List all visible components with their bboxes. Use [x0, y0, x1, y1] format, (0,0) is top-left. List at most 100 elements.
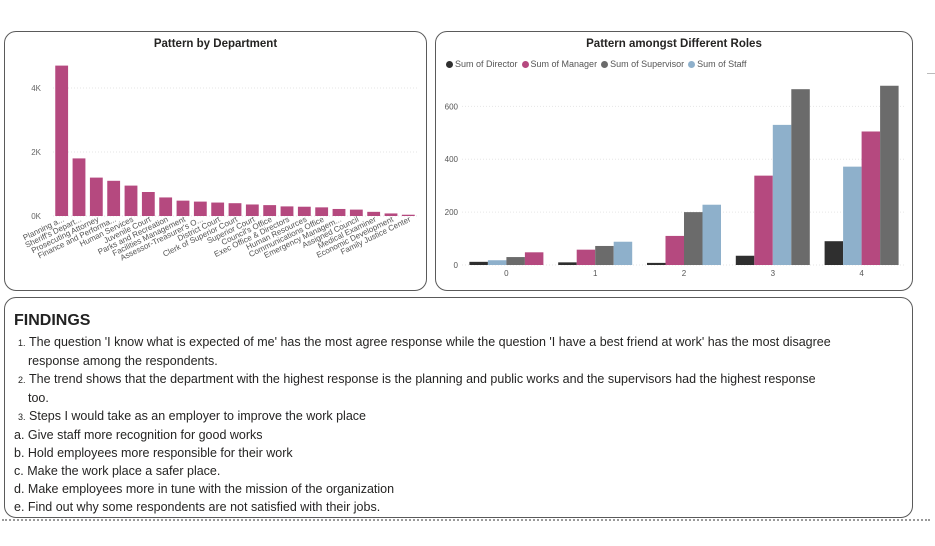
- dept-bar: [332, 208, 346, 216]
- dept-bar: [141, 192, 155, 216]
- finding-marker: a.: [14, 428, 28, 442]
- roles-bar: [735, 255, 755, 265]
- roles-bar: [843, 166, 862, 265]
- roles-bar: [469, 261, 488, 265]
- finding-text: The question 'I know what is expected of…: [29, 335, 831, 349]
- legend-item[interactable]: Sum of Director: [446, 59, 518, 69]
- finding-marker: c.: [14, 464, 28, 478]
- roles-x-tick-label: 0: [504, 269, 509, 278]
- finding-item: c. Make the work place a safer place.: [14, 462, 904, 480]
- roles-bar: [754, 175, 773, 265]
- legend-dot-icon: [521, 60, 529, 68]
- roles-chart-svg: 0 200 400 600 0 1 2 3 4: [445, 85, 906, 278]
- roles-y-tick-label: 200: [445, 208, 459, 217]
- roles-bar: [684, 212, 703, 265]
- dept-bar: [107, 180, 121, 216]
- legend-dot-icon: [446, 60, 453, 68]
- dept-bar: [280, 206, 294, 216]
- roles-bar: [824, 241, 844, 265]
- roles-bar: [880, 85, 899, 265]
- finding-text: Steps I would take as an employer to imp…: [29, 409, 366, 423]
- finding-text: Hold employees more responsible for thei…: [27, 446, 293, 460]
- roles-x-tick-label: 4: [859, 269, 864, 278]
- dept-bar: [193, 201, 207, 216]
- legend-item[interactable]: Sum of Supervisor: [601, 59, 684, 69]
- dept-bar: [211, 202, 225, 216]
- legend-item[interactable]: Sum of Staff: [688, 59, 746, 69]
- roles-bar: [506, 257, 525, 265]
- roles-bar: [772, 124, 792, 265]
- finding-marker: d.: [14, 482, 28, 496]
- dept-y-tick-label: 0K: [31, 212, 41, 221]
- finding-text: Find out why some respondents are not sa…: [27, 500, 381, 514]
- findings-panel: FINDINGS 1. The question 'I know what is…: [4, 297, 913, 518]
- findings-list: 1. The question 'I know what is expected…: [14, 333, 904, 516]
- roles-bar: [665, 235, 684, 265]
- roles-bar: [595, 245, 614, 265]
- finding-marker: 2.: [18, 375, 29, 385]
- finding-marker: e.: [14, 500, 28, 514]
- roles-y-tick-label: 0: [454, 261, 459, 270]
- dept-bar: [349, 209, 363, 216]
- roles-x-tick-label: 3: [771, 269, 776, 278]
- finding-text-continued: response among the respondents.: [28, 354, 218, 368]
- dept-bar: [367, 211, 381, 216]
- dept-y-tick-label: 2K: [31, 148, 41, 157]
- roles-bar: [613, 241, 633, 265]
- dept-bar: [228, 203, 242, 216]
- dept-bar: [384, 213, 398, 216]
- dept-bar: [263, 205, 277, 216]
- finding-text: Give staff more recognition for good wor…: [27, 428, 263, 442]
- roles-bar: [702, 204, 721, 265]
- roles-legend: Sum of Director Sum of Manager Sum of Supe…: [446, 59, 750, 69]
- finding-item: 1. The question 'I know what is expected…: [14, 333, 904, 352]
- finding-item: e. Find out why some respondents are not…: [14, 498, 904, 516]
- legend-label: Sum of Director: [455, 59, 518, 69]
- finding-text: The trend shows that the department with…: [29, 372, 816, 386]
- dept-bar: [176, 200, 190, 216]
- roles-bar: [558, 262, 577, 265]
- dept-bar: [297, 206, 311, 216]
- finding-item: 2. The trend shows that the department w…: [14, 370, 904, 389]
- dept-bar: [124, 185, 138, 216]
- dept-bar: [159, 197, 173, 216]
- roles-x-tick-label: 1: [593, 269, 598, 278]
- dept-bar: [89, 177, 103, 216]
- legend-dot-icon: [601, 60, 609, 68]
- roles-bar: [487, 260, 507, 265]
- finding-item: 3. Steps I would take as an employer to …: [14, 407, 904, 426]
- finding-marker: 3.: [18, 412, 29, 422]
- legend-label: Sum of Staff: [697, 59, 747, 69]
- dept-bar: [245, 204, 259, 216]
- findings-title: FINDINGS: [14, 312, 91, 329]
- finding-marker: 1.: [18, 338, 29, 348]
- roles-bar: [647, 262, 666, 265]
- roles-bar: [861, 131, 881, 265]
- dept-bar: [55, 65, 69, 216]
- finding-marker: b.: [14, 446, 28, 460]
- finding-item: a. Give staff more recognition for good …: [14, 426, 904, 444]
- dept-chart-title: Pattern by Department: [153, 38, 278, 50]
- edge-marker: [927, 73, 935, 74]
- dept-chart-panel[interactable]: Pattern by Department 0K 2K 4K Planning a..…: [4, 31, 427, 291]
- roles-chart-panel[interactable]: Pattern amongst Different Roles Sum of D…: [435, 31, 913, 291]
- roles-bar: [576, 249, 596, 265]
- dept-bar: [72, 158, 86, 216]
- legend-dot-icon: [688, 60, 696, 68]
- finding-item: b. Hold employees more responsible for t…: [14, 444, 904, 462]
- finding-text: Make employees more in tune with the mis…: [27, 482, 395, 496]
- dept-bar: [401, 214, 415, 216]
- finding-item: d. Make employees more in tune with the …: [14, 480, 904, 498]
- legend-label: Sum of Supervisor: [610, 59, 685, 69]
- roles-y-tick-label: 400: [445, 155, 459, 164]
- dept-bar: [315, 207, 329, 216]
- roles-bar: [791, 89, 810, 265]
- legend-item[interactable]: Sum of Manager: [521, 59, 598, 69]
- bottom-dotted-divider: [2, 519, 930, 521]
- roles-y-tick-label: 600: [445, 102, 459, 111]
- roles-x-tick-label: 2: [682, 269, 687, 278]
- roles-chart-title: Pattern amongst Different Roles: [586, 38, 762, 50]
- dept-y-tick-label: 4K: [31, 84, 41, 93]
- legend-label: Sum of Manager: [530, 59, 598, 69]
